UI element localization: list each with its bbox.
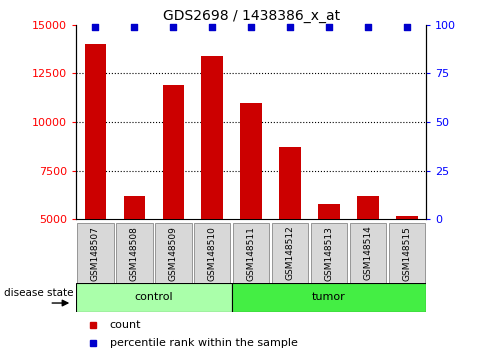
Bar (201, 56, 223, 219)
Point (92, 24, 99, 29)
Text: GSM148513: GSM148513 (324, 225, 334, 281)
Point (403, 24, 411, 29)
Bar (85, 44, 106, 219)
Bar (123, 196, 145, 219)
Text: percentile rank within the sample: percentile rank within the sample (110, 338, 297, 348)
Text: count: count (110, 320, 141, 330)
FancyBboxPatch shape (116, 223, 153, 283)
Text: GSM148512: GSM148512 (286, 226, 294, 280)
Bar (241, 103, 262, 219)
FancyBboxPatch shape (194, 223, 230, 283)
Bar (396, 216, 417, 219)
Text: GDS2698 / 1438386_x_at: GDS2698 / 1438386_x_at (163, 9, 340, 23)
Text: GSM148514: GSM148514 (364, 226, 372, 280)
Bar (357, 196, 379, 219)
Text: GSM148509: GSM148509 (169, 225, 178, 281)
FancyBboxPatch shape (389, 223, 425, 283)
FancyBboxPatch shape (77, 223, 114, 283)
Text: GSM148515: GSM148515 (402, 225, 411, 281)
Text: GSM148510: GSM148510 (208, 225, 217, 281)
Point (325, 24, 333, 29)
FancyBboxPatch shape (272, 223, 308, 283)
Text: disease state: disease state (4, 288, 74, 298)
Text: GSM148507: GSM148507 (91, 225, 100, 281)
Text: control: control (134, 292, 173, 302)
Point (247, 24, 255, 29)
Text: GSM148508: GSM148508 (130, 225, 139, 281)
Point (364, 24, 372, 29)
Bar (318, 204, 340, 219)
FancyBboxPatch shape (76, 283, 232, 312)
Point (170, 24, 177, 29)
FancyBboxPatch shape (155, 223, 192, 283)
Bar (279, 147, 301, 219)
FancyBboxPatch shape (349, 223, 386, 283)
FancyBboxPatch shape (311, 223, 347, 283)
Point (286, 24, 294, 29)
FancyBboxPatch shape (233, 223, 270, 283)
FancyBboxPatch shape (232, 283, 426, 312)
Text: tumor: tumor (312, 292, 346, 302)
Point (130, 24, 138, 29)
Point (208, 24, 216, 29)
Text: GSM148511: GSM148511 (246, 225, 256, 281)
Bar (163, 85, 184, 219)
